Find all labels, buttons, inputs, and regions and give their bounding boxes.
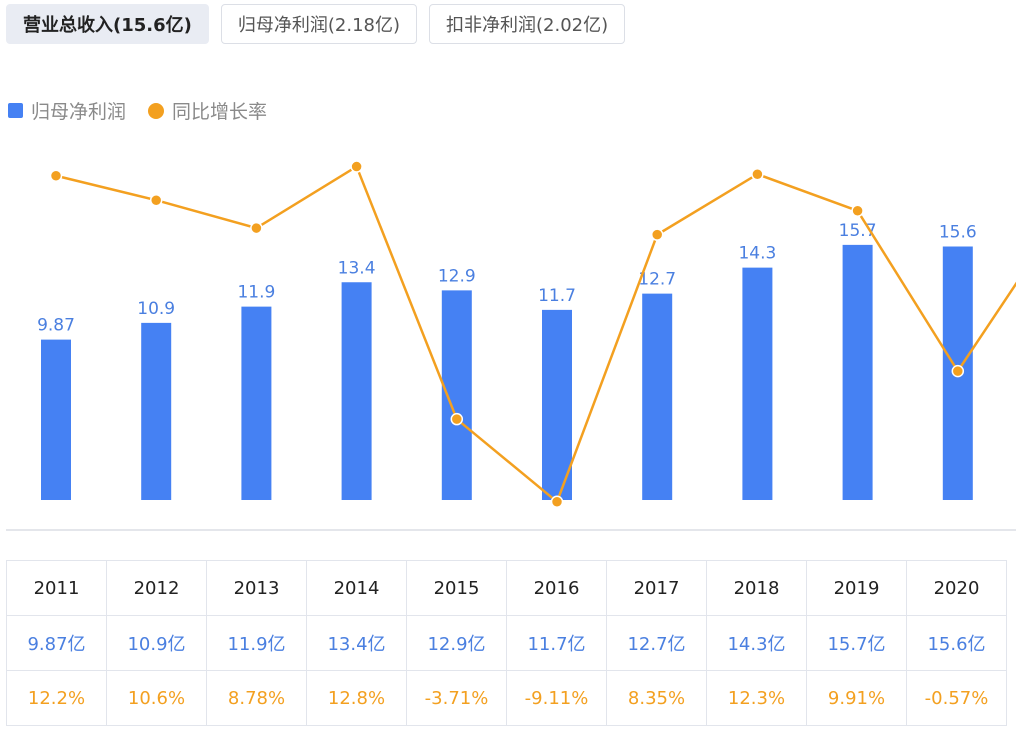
- legend-item-net-profit[interactable]: 归母净利润: [8, 97, 126, 124]
- growth-point-2018[interactable]: [751, 167, 764, 181]
- growth-point-2020[interactable]: [951, 364, 965, 378]
- legend-item-growth-rate[interactable]: 同比增长率: [148, 97, 267, 124]
- value-cell: 15.7亿: [806, 615, 907, 671]
- value-cell: 12.7亿: [606, 615, 707, 671]
- growth-point-2014[interactable]: [350, 160, 363, 173]
- bar-value-label: 9.87: [37, 316, 75, 336]
- value-cell: 11.9亿: [206, 615, 307, 671]
- rate-cell: 9.91%: [806, 670, 907, 726]
- rate-cell: 8.78%: [206, 670, 307, 726]
- x-axis-line: [6, 529, 1016, 531]
- value-cell: 11.7亿: [506, 615, 607, 671]
- bar-2018[interactable]: [742, 267, 773, 500]
- growth-point-2016[interactable]: [550, 495, 564, 509]
- bar-2011[interactable]: [41, 339, 71, 500]
- rate-cell: 12.8%: [306, 670, 407, 726]
- growth-point-2012[interactable]: [149, 193, 163, 207]
- rate-cell: -9.11%: [506, 670, 607, 726]
- value-cell: 9.87亿: [6, 615, 107, 671]
- rate-cell: 12.2%: [6, 670, 107, 726]
- year-cell: 2015: [406, 560, 507, 616]
- year-cell: 2012: [106, 560, 207, 616]
- rate-cell: 10.6%: [106, 670, 207, 726]
- growth-point-2019[interactable]: [851, 204, 864, 218]
- bar-value-label: 11.7: [538, 286, 576, 306]
- growth-point-2013[interactable]: [250, 221, 263, 235]
- chart-legend: 归母净利润 同比增长率: [8, 97, 289, 124]
- growth-point-2017[interactable]: [650, 228, 664, 241]
- bar-value-label: 11.9: [237, 283, 275, 303]
- tab-deducted-net-profit[interactable]: 扣非净利润(2.02亿): [429, 4, 626, 44]
- year-cell: 2019: [806, 560, 907, 616]
- value-row: 9.87亿 10.9亿 11.9亿 13.4亿 12.9亿 11.7亿 12.7亿 14.3亿…: [6, 615, 1007, 671]
- growth-point-2011[interactable]: [49, 169, 63, 182]
- rate-cell: -3.71%: [406, 670, 507, 726]
- value-cell: 15.6亿: [906, 615, 1007, 671]
- bar-2017[interactable]: [642, 293, 673, 500]
- bar-value-label: 13.4: [338, 258, 376, 278]
- legend-label: 同比增长率: [172, 101, 268, 123]
- bar-value-label: 10.9: [137, 299, 175, 319]
- rate-cell: 8.35%: [606, 670, 707, 726]
- tab-net-profit[interactable]: 归母净利润(2.18亿): [220, 4, 417, 44]
- year-cell: 2020: [906, 560, 1007, 616]
- rate-cell: -0.57%: [906, 670, 1007, 726]
- legend-label: 归母净利润: [31, 101, 127, 123]
- bar-value-label: 15.6: [939, 223, 977, 243]
- year-cell: 2016: [506, 560, 607, 616]
- year-cell: 2013: [206, 560, 307, 616]
- value-cell: 10.9亿: [106, 615, 207, 671]
- legend-rect-icon: [8, 103, 23, 118]
- bar-2014[interactable]: [341, 282, 372, 500]
- rate-cell: 12.3%: [706, 670, 807, 726]
- year-cell: 2011: [6, 560, 107, 616]
- value-cell: 13.4亿: [306, 615, 407, 671]
- tab-revenue[interactable]: 营业总收入(15.6亿): [6, 4, 209, 44]
- year-cell: 2017: [606, 560, 707, 616]
- data-table: 2011 2012 2013 2014 2015 2016 2017 2018 2019 2020…: [6, 560, 1007, 726]
- year-cell: 2014: [306, 560, 407, 616]
- growth-line-series: [49, 160, 1016, 509]
- metric-tabs: 营业总收入(15.6亿) 归母净利润(2.18亿) 扣非净利润(2.02亿): [6, 4, 626, 44]
- bar-value-label: 12.9: [438, 266, 476, 286]
- bar-2013[interactable]: [241, 306, 272, 500]
- growth-point-2015[interactable]: [450, 412, 464, 426]
- value-cell: 14.3亿: [706, 615, 807, 671]
- value-cell: 12.9亿: [406, 615, 507, 671]
- bar-value-label: 12.7: [638, 270, 676, 290]
- bar-2012[interactable]: [141, 322, 172, 500]
- rate-row: 12.2% 10.6% 8.78% 12.8% -3.71% -9.11% 8.35% 12.…: [6, 670, 1007, 726]
- bar-2019[interactable]: [842, 244, 873, 500]
- legend-dot-icon: [148, 102, 165, 119]
- bar-2016[interactable]: [542, 309, 572, 500]
- year-cell: 2018: [706, 560, 807, 616]
- bar-value-label: 14.3: [738, 244, 776, 264]
- year-row: 2011 2012 2013 2014 2015 2016 2017 2018 2019 2020: [6, 560, 1007, 616]
